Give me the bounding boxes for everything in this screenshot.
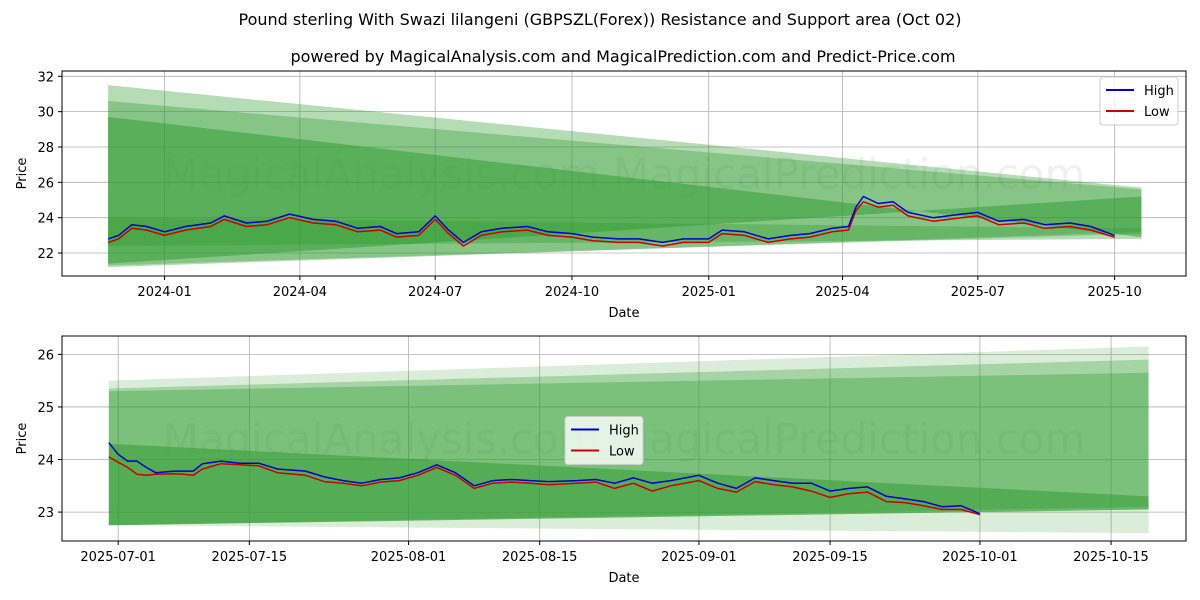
- legend: High Low: [564, 416, 644, 465]
- x-tick-label: 2024-07: [408, 285, 462, 300]
- x-tick-label: 2024-10: [545, 285, 599, 300]
- x-tick-label: 2025-07-01: [80, 550, 156, 565]
- y-tick-label: 23: [37, 506, 54, 521]
- y-tick-label: 24: [37, 212, 54, 227]
- chart-subtitle: powered by MagicalAnalysis.com and Magic…: [290, 47, 955, 66]
- x-tick-label: 2025-04: [815, 285, 869, 300]
- bottom-chart-panel: MagicalAnalysis.com MagicalPrediction.co…: [15, 335, 1187, 586]
- x-tick-label: 2025-10-15: [1073, 550, 1149, 565]
- legend: High Low: [1099, 76, 1179, 126]
- plot-frame: [61, 335, 1187, 542]
- y-axis-label: Price: [15, 158, 30, 190]
- x-tick-label: 2025-09-15: [792, 550, 868, 565]
- y-tick-label: 24: [37, 454, 54, 469]
- x-tick-label: 2024-01: [137, 285, 191, 300]
- x-tick-label: 2025-07: [951, 285, 1005, 300]
- high-series-line: [108, 442, 981, 515]
- x-tick-label: 2025-08-01: [371, 550, 447, 565]
- high-series-line: [107, 195, 1115, 244]
- legend-label-high: High: [609, 424, 639, 439]
- x-axis-label: Date: [608, 571, 639, 586]
- x-tick-label: 2025-09-01: [661, 550, 737, 565]
- x-tick-label: 2025-08-15: [502, 550, 578, 565]
- legend-label-low: Low: [1144, 105, 1170, 120]
- resistance-support-band-4: [108, 217, 1142, 246]
- y-tick-label: 26: [37, 176, 54, 191]
- x-tick-label: 2025-10-01: [942, 550, 1018, 565]
- chart-title: Pound sterling With Swazi lilangeni (GBP…: [238, 10, 961, 29]
- legend-label-high: High: [1144, 84, 1174, 99]
- x-tick-label: 2025-10: [1087, 285, 1141, 300]
- low-series-line: [107, 201, 1115, 247]
- y-tick-label: 25: [37, 401, 54, 416]
- legend-label-low: Low: [609, 445, 635, 460]
- plot-frame: [61, 70, 1187, 277]
- x-tick-label: 2024-04: [273, 285, 327, 300]
- y-tick-label: 32: [37, 70, 54, 85]
- x-axis-label: Date: [608, 306, 639, 321]
- x-tick-label: 2025-01: [682, 285, 736, 300]
- y-tick-label: 26: [37, 348, 54, 363]
- y-tick-label: 28: [37, 141, 54, 156]
- y-tick-label: 22: [37, 247, 54, 262]
- low-series-line: [108, 456, 981, 516]
- top-chart-panel: MagicalAnalysis.com MagicalPrediction.co…: [15, 70, 1187, 321]
- y-axis-label: Price: [15, 423, 30, 455]
- x-tick-label: 2025-07-15: [212, 550, 288, 565]
- y-tick-label: 30: [37, 106, 54, 121]
